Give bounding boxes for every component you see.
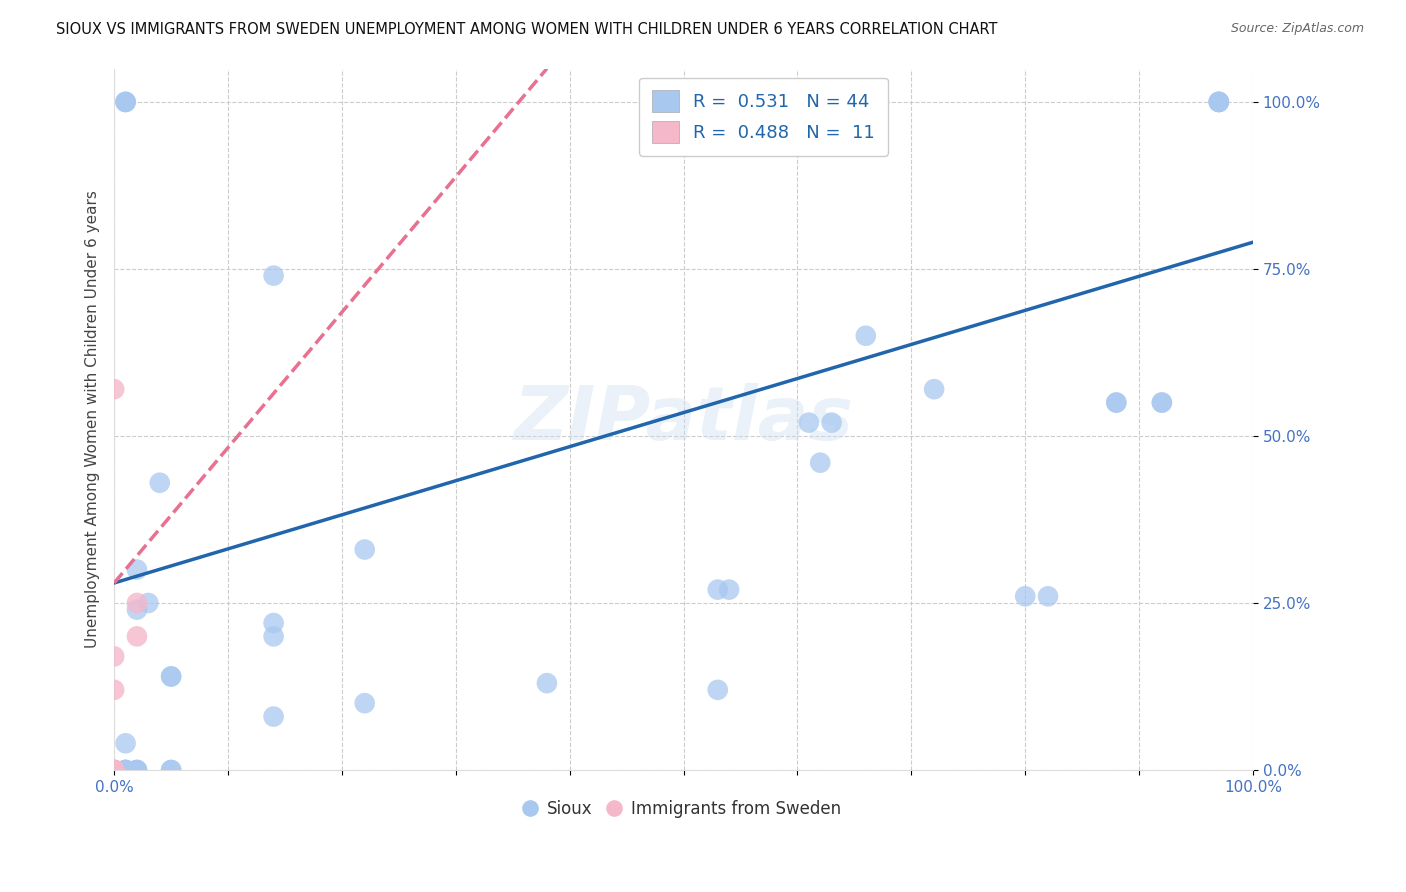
Point (160, 763, 183, 777)
Point (160, 669, 183, 683)
Point (103, 649, 125, 664)
Point (125, 629, 148, 643)
Point (706, 682, 728, 697)
Point (1105, 395, 1128, 409)
Point (353, 542, 375, 557)
Point (1208, 95, 1230, 109)
Point (125, 763, 148, 777)
Point (855, 328, 877, 343)
Text: ZIPatlas: ZIPatlas (513, 383, 853, 456)
Point (797, 416, 820, 430)
Point (103, 763, 125, 777)
Point (103, 763, 125, 777)
Point (149, 475, 172, 490)
Legend: Sioux, Immigrants from Sweden: Sioux, Immigrants from Sweden (519, 794, 848, 825)
Point (1150, 395, 1173, 409)
Point (103, 763, 125, 777)
Point (1150, 395, 1173, 409)
Point (114, 763, 136, 777)
Point (103, 382, 125, 396)
Point (103, 763, 125, 777)
Point (114, 736, 136, 750)
Point (263, 709, 285, 723)
Point (160, 669, 183, 683)
Point (808, 456, 831, 470)
Y-axis label: Unemployment Among Women with Children Under 6 years: Unemployment Among Women with Children U… (86, 190, 100, 648)
Point (125, 596, 148, 610)
Point (114, 95, 136, 109)
Point (114, 763, 136, 777)
Point (125, 763, 148, 777)
Point (114, 763, 136, 777)
Point (1208, 95, 1230, 109)
Point (1208, 95, 1230, 109)
Point (114, 95, 136, 109)
Point (1014, 589, 1036, 603)
Point (138, 596, 160, 610)
Text: Source: ZipAtlas.com: Source: ZipAtlas.com (1230, 22, 1364, 36)
Point (536, 676, 558, 690)
Point (103, 682, 125, 697)
Point (263, 615, 285, 630)
Point (263, 268, 285, 283)
Point (263, 629, 285, 643)
Point (1208, 95, 1230, 109)
Point (103, 763, 125, 777)
Point (718, 582, 741, 597)
Point (353, 696, 375, 710)
Point (103, 763, 125, 777)
Point (1036, 589, 1059, 603)
Point (114, 763, 136, 777)
Point (820, 416, 842, 430)
Point (125, 563, 148, 577)
Point (1105, 395, 1128, 409)
Point (922, 382, 945, 396)
Point (114, 95, 136, 109)
Point (160, 763, 183, 777)
Point (706, 582, 728, 597)
Point (125, 602, 148, 616)
Text: SIOUX VS IMMIGRANTS FROM SWEDEN UNEMPLOYMENT AMONG WOMEN WITH CHILDREN UNDER 6 Y: SIOUX VS IMMIGRANTS FROM SWEDEN UNEMPLOY… (56, 22, 998, 37)
Point (125, 763, 148, 777)
